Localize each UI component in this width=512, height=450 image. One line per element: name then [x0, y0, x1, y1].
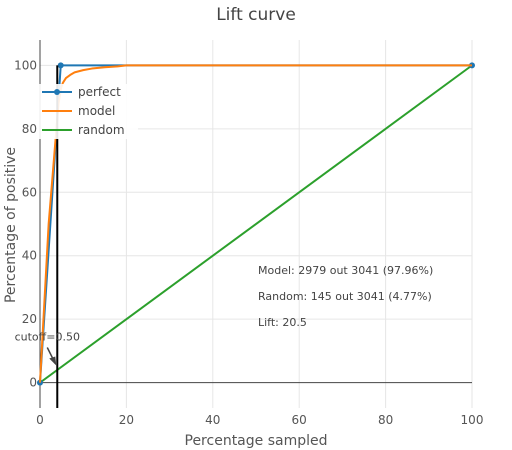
- x-tick-label: 80: [378, 413, 393, 427]
- cutoff-arrow-head: [49, 356, 57, 366]
- y-axis-title: Percentage of positive: [3, 147, 19, 303]
- cutoff-label: cutoff=0.50: [15, 330, 80, 343]
- x-tick-label: 60: [292, 413, 307, 427]
- series-line-random: [39, 64, 473, 384]
- x-axis-title: Percentage sampled: [185, 433, 328, 449]
- series-point-perfect: [57, 62, 64, 69]
- legend-item-perfect[interactable]: perfect: [42, 85, 121, 99]
- axes: 0 20 40 60 80 100 0 20 40 60 80 100: [14, 40, 483, 427]
- y-tick-label: 40: [22, 249, 37, 263]
- annotation-text: Random: 145 out 3041 (4.77%): [258, 290, 432, 303]
- legend-label-model: model: [78, 104, 115, 118]
- y-tick-label: 60: [22, 185, 37, 199]
- annotation-text: Lift: 20.5: [258, 316, 307, 329]
- x-tick-label: 0: [36, 413, 44, 427]
- y-tick-label: 80: [22, 122, 37, 136]
- y-tick-label: 20: [22, 312, 37, 326]
- legend-label-random: random: [78, 123, 125, 137]
- x-tick-label: 100: [461, 413, 484, 427]
- annotations-layer: Model: 2979 out 3041 (97.96%) Random: 145…: [258, 264, 433, 329]
- x-tick-label: 40: [205, 413, 220, 427]
- series-point-perfect: [37, 379, 43, 386]
- legend-marker-perfect: [54, 89, 60, 95]
- legend-item-random[interactable]: random: [42, 123, 125, 137]
- y-tick-label: 100: [14, 58, 37, 72]
- y-tick-label: 0: [29, 376, 37, 390]
- annotation-text: Model: 2979 out 3041 (97.96%): [258, 264, 433, 277]
- legend-item-model[interactable]: model: [42, 104, 115, 118]
- chart-title: Lift curve: [216, 5, 296, 25]
- legend[interactable]: perfect model random: [38, 84, 138, 139]
- legend-label-perfect: perfect: [78, 85, 121, 99]
- x-tick-label: 20: [119, 413, 134, 427]
